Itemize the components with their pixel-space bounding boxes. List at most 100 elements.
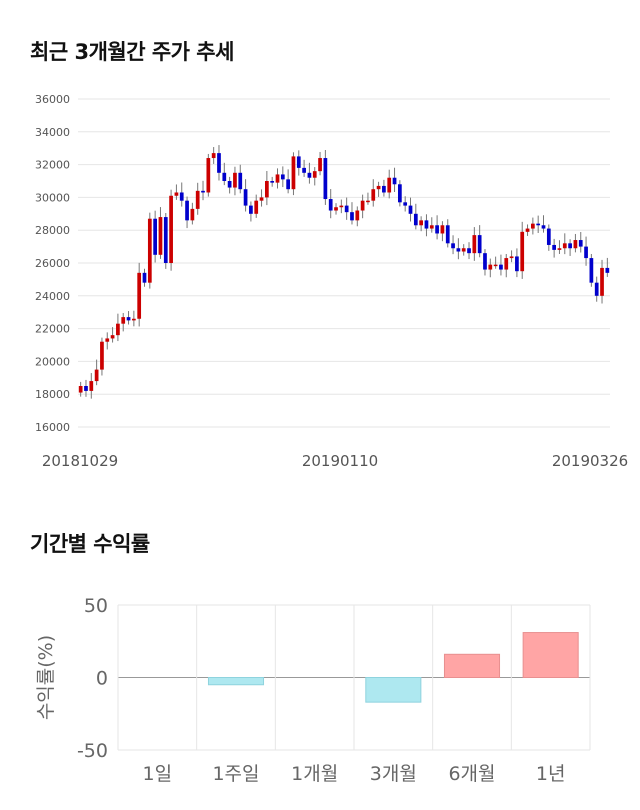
candle-body [366,200,370,203]
candle-body [461,248,466,252]
x-tick-label: 1년 [536,763,566,785]
return-bar [443,653,501,679]
candle-body [275,174,280,183]
candle-body [195,190,200,209]
candle-body [153,218,158,255]
candle-body [546,228,551,245]
candle-body [201,190,205,193]
candle-body [509,256,514,259]
candle-body [291,156,296,190]
candle-body [163,217,168,263]
candle-body [429,225,434,229]
return-bar [365,677,422,703]
candle-body [435,225,439,234]
candle-body [360,200,365,211]
candle-body [515,256,519,272]
y-tick-label: 36000 [35,93,70,106]
candle-body [488,264,493,270]
y-tick-label: 30000 [35,191,70,204]
returns-chart-title: 기간별 수익률 [30,532,150,556]
y-tick-label: 24000 [35,290,70,303]
candle-body [504,258,509,270]
x-tick-label: 6개월 [448,763,495,785]
candle-body [589,258,594,283]
y-tick-label: 50 [84,595,108,617]
y-tick-label: 20000 [35,355,70,368]
y-tick-label: 16000 [35,421,70,434]
candle-body [217,153,221,173]
candle-body [334,207,338,211]
candle-body [131,318,136,321]
candle-body [594,282,599,296]
candle-body [222,172,227,181]
candle-body [206,158,211,193]
candle-body [233,172,237,188]
y-tick-label: -50 [77,740,108,762]
candle-body [483,253,487,270]
candle-body [142,272,147,283]
candle-body [243,189,248,206]
y-tick-label: 0 [96,668,108,690]
candle-body [584,246,588,259]
y-tick-label: 22000 [35,323,70,336]
candle-body [562,243,567,249]
candle-body [371,189,376,201]
candle-body [552,244,557,250]
candle-body [499,264,503,270]
candle-body [568,243,572,249]
candle-body [105,338,110,342]
return-bar [207,677,265,686]
candle-body [541,225,546,229]
y-tick-label: 32000 [35,159,70,172]
candle-body [296,156,301,168]
candle-body [302,167,306,173]
candle-body [323,158,328,200]
candle-body [264,181,269,198]
candle-body [307,172,312,178]
candle-body [413,213,418,226]
candle-body [520,231,525,272]
candle-body [270,181,275,183]
candle-body [116,323,120,336]
candle-body [169,195,173,263]
candle-body [312,171,317,178]
candle-body [344,205,349,213]
x-tick-label: 1주일 [212,763,259,785]
candle-body [211,153,216,159]
candle-body [419,220,424,226]
candle-body [573,240,578,249]
candle-body [445,225,450,244]
candle-body [249,205,253,214]
candle-body [578,240,583,247]
candle-body [147,218,152,283]
candle-body [493,264,498,267]
returns-bar-chart: 50 0 -50 1일 1주일 1개월 3개월 6개월 1년 수익률(%) [35,595,591,785]
price-chart-title: 최근 3개월간 주가 추세 [30,40,234,64]
candle-body [137,272,142,319]
candle-body [259,197,264,201]
return-bar [522,632,579,678]
candle-body [451,243,455,249]
candlestick-chart: 36000 34000 32000 30000 28000 26000 24000 22000… [35,93,628,470]
candle-body [467,248,471,254]
candle-body [536,223,541,226]
candle-body [472,235,477,254]
candle-body [557,248,562,250]
candle-body [158,217,163,255]
candle-body [403,202,408,206]
candle-body [94,369,99,382]
candle-body [84,386,88,391]
candle-body [392,177,397,185]
x-tick-label: 1개월 [291,763,338,785]
x-tick-label: 1일 [143,763,173,785]
x-tick-label: 3개월 [370,763,417,785]
candle-body [440,225,445,234]
candle-body [456,248,461,252]
y-tick-label: 34000 [35,126,70,139]
candle-body [530,223,535,229]
candle-body [382,185,386,193]
candle-body [174,192,179,196]
candle-body [126,317,131,321]
y-tick-label: 26000 [35,257,70,270]
y-tick-label: 28000 [35,224,70,237]
